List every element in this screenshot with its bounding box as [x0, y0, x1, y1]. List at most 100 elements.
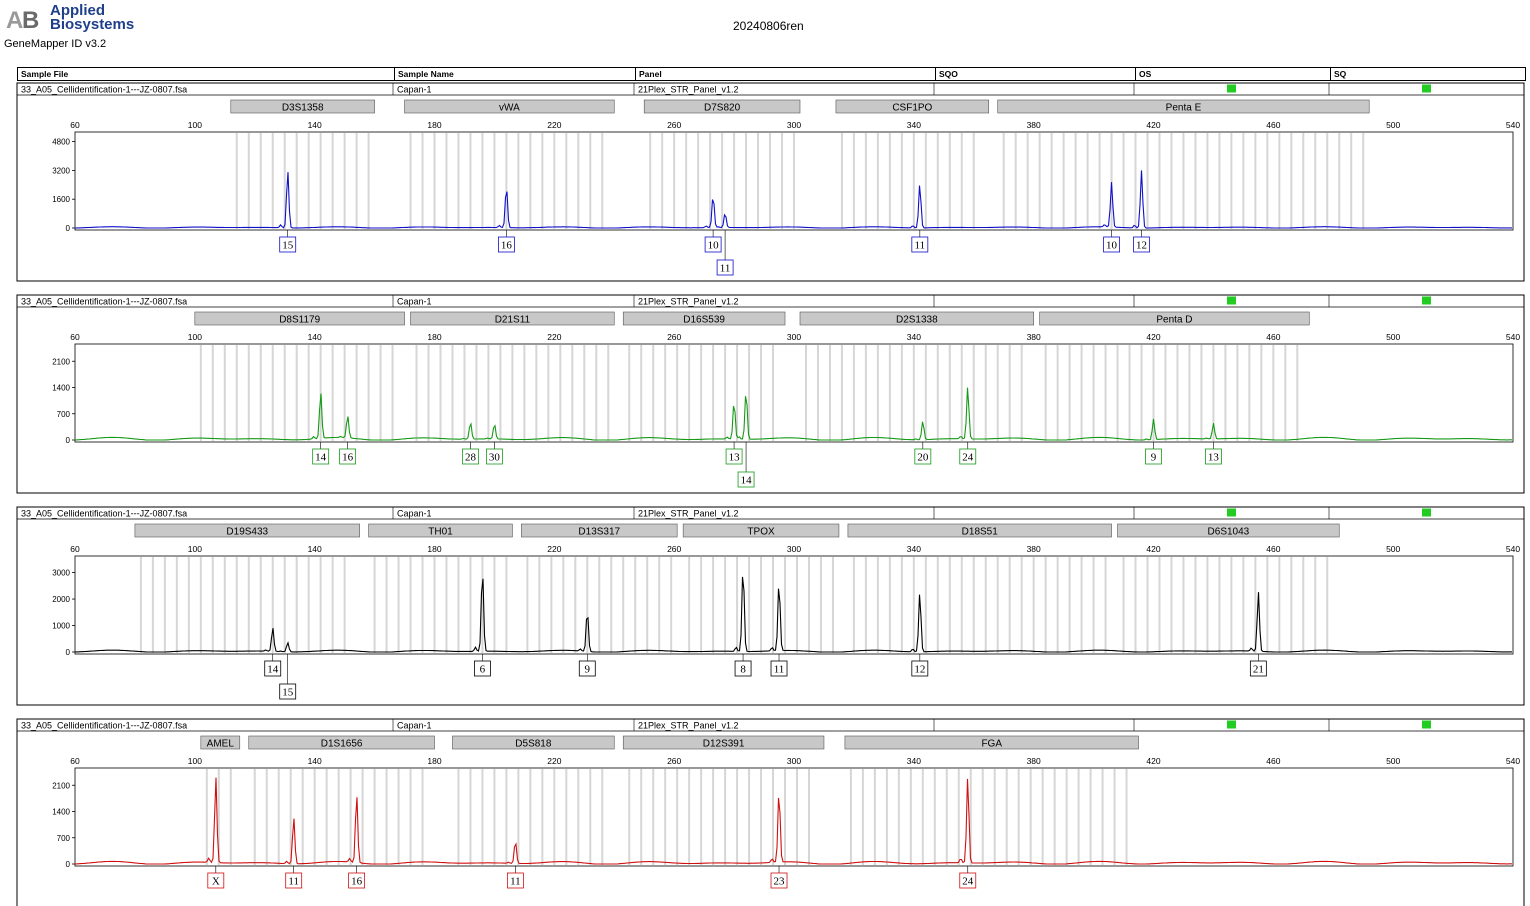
dye-panel-blue: 33_A05_Cellidentification-1---JZ-0807.fs…	[16, 82, 1525, 282]
marker-box	[368, 523, 513, 538]
sq-quality-flag-icon	[1422, 720, 1431, 729]
marker-box	[682, 523, 840, 538]
allele-box	[737, 471, 755, 488]
x-tick-label: 420	[1146, 756, 1160, 766]
allele-box	[914, 448, 932, 465]
allele-call: 16	[351, 876, 363, 888]
allele-call: 16	[342, 452, 354, 464]
y-tick-label: 4800	[52, 138, 70, 147]
sq-quality-flag-icon	[1422, 296, 1431, 305]
allele-box	[959, 448, 977, 465]
allele-box	[285, 872, 303, 889]
dye-panel-red: 33_A05_Cellidentification-1---JZ-0807.fs…	[16, 718, 1525, 906]
x-tick-label: 340	[907, 120, 921, 130]
y-tick-label: 1600	[52, 195, 70, 204]
panel-frame	[16, 82, 1525, 282]
x-tick-label: 540	[1506, 332, 1520, 342]
x-tick-label: 380	[1027, 332, 1041, 342]
allele-box	[1103, 236, 1120, 253]
x-tick-label: 100	[188, 756, 202, 766]
sample-name-label: Capan-1	[397, 509, 432, 519]
x-tick-label: 340	[907, 756, 921, 766]
allele-call: 11	[774, 664, 785, 676]
brand-line-2: Biosystems	[50, 16, 135, 33]
os-quality-flag-icon	[1227, 508, 1236, 517]
col-sample-name: Sample Name	[394, 68, 454, 80]
allele-call: 21	[1253, 664, 1264, 676]
sample-name-label: Capan-1	[397, 85, 432, 95]
marker-label: D12S391	[703, 739, 745, 750]
panel-frame	[16, 718, 1525, 906]
y-tick-label: 1400	[52, 808, 70, 817]
marker-label: D8S1179	[279, 315, 320, 326]
allele-call: 23	[774, 876, 786, 888]
allele-box	[474, 660, 491, 677]
bin-group	[205, 769, 1128, 865]
allele-box	[1133, 236, 1150, 253]
x-tick-label: 180	[427, 544, 441, 554]
allele-box	[911, 660, 929, 677]
allele-box	[734, 660, 752, 677]
allele-box	[578, 660, 596, 677]
y-tick-label: 2000	[52, 595, 70, 604]
marker-box	[230, 99, 375, 114]
svg-text:B: B	[22, 7, 39, 34]
y-tick-label: 3000	[52, 569, 70, 578]
allele-call: 14	[267, 664, 279, 676]
allele-call: 12	[914, 664, 925, 676]
x-tick-label: 420	[1146, 544, 1160, 554]
x-tick-label: 420	[1146, 332, 1160, 342]
x-tick-label: 220	[547, 544, 561, 554]
marker-label: D6S1043	[1208, 527, 1250, 538]
marker-label: D2S1338	[896, 315, 938, 326]
x-tick-label: 220	[547, 756, 561, 766]
x-tick-label: 460	[1266, 120, 1280, 130]
x-tick-label: 500	[1386, 756, 1400, 766]
y-tick-label: 0	[66, 436, 71, 445]
x-tick-label: 140	[308, 332, 322, 342]
allele-box	[279, 236, 297, 253]
allele-box	[486, 448, 503, 465]
bin-group	[139, 557, 1329, 653]
marker-box	[248, 735, 435, 750]
electropherogram-trace-black	[74, 576, 1513, 653]
col-sqo: SQO	[935, 68, 958, 80]
allele-call: 11	[288, 876, 299, 888]
y-tick-label: 0	[66, 648, 71, 657]
bin-group	[199, 345, 1299, 441]
marker-label: vWA	[499, 103, 520, 114]
plot-area	[74, 555, 1514, 655]
allele-box	[1145, 448, 1162, 465]
dye-panel-green: 33_A05_Cellidentification-1---JZ-0807.fs…	[16, 294, 1525, 494]
x-tick-label: 500	[1386, 120, 1400, 130]
panel-label: 21Plex_STR_Panel_v1.2	[638, 721, 739, 731]
y-tick-label: 3200	[52, 166, 70, 175]
allele-call: 28	[465, 452, 477, 464]
x-tick-label: 180	[427, 120, 441, 130]
marker-label: D18S51	[962, 527, 999, 538]
x-tick-label: 500	[1386, 544, 1400, 554]
svg-text:A: A	[6, 7, 23, 34]
allele-call: 10	[1106, 240, 1118, 252]
allele-box	[1205, 448, 1222, 465]
col-sample-file: Sample File	[21, 69, 69, 79]
marker-label: D1S1656	[321, 739, 363, 750]
marker-box	[643, 99, 801, 114]
brand-name: Applied Biosystems	[50, 3, 135, 33]
allele-call: 13	[729, 452, 741, 464]
x-tick-label: 300	[787, 120, 801, 130]
marker-label: D7S820	[704, 103, 741, 114]
marker-label: AMEL	[207, 739, 235, 750]
marker-label: D3S1358	[282, 103, 324, 114]
x-tick-label: 100	[188, 544, 202, 554]
marker-box	[521, 523, 678, 538]
allele-box	[462, 448, 479, 465]
allele-call: 11	[720, 263, 731, 275]
x-tick-label: 460	[1266, 332, 1280, 342]
allele-call: 11	[510, 876, 521, 888]
y-tick-label: 700	[57, 410, 71, 419]
allele-box	[339, 448, 357, 465]
x-tick-label: 60	[70, 332, 80, 342]
allele-call: 15	[282, 240, 294, 252]
